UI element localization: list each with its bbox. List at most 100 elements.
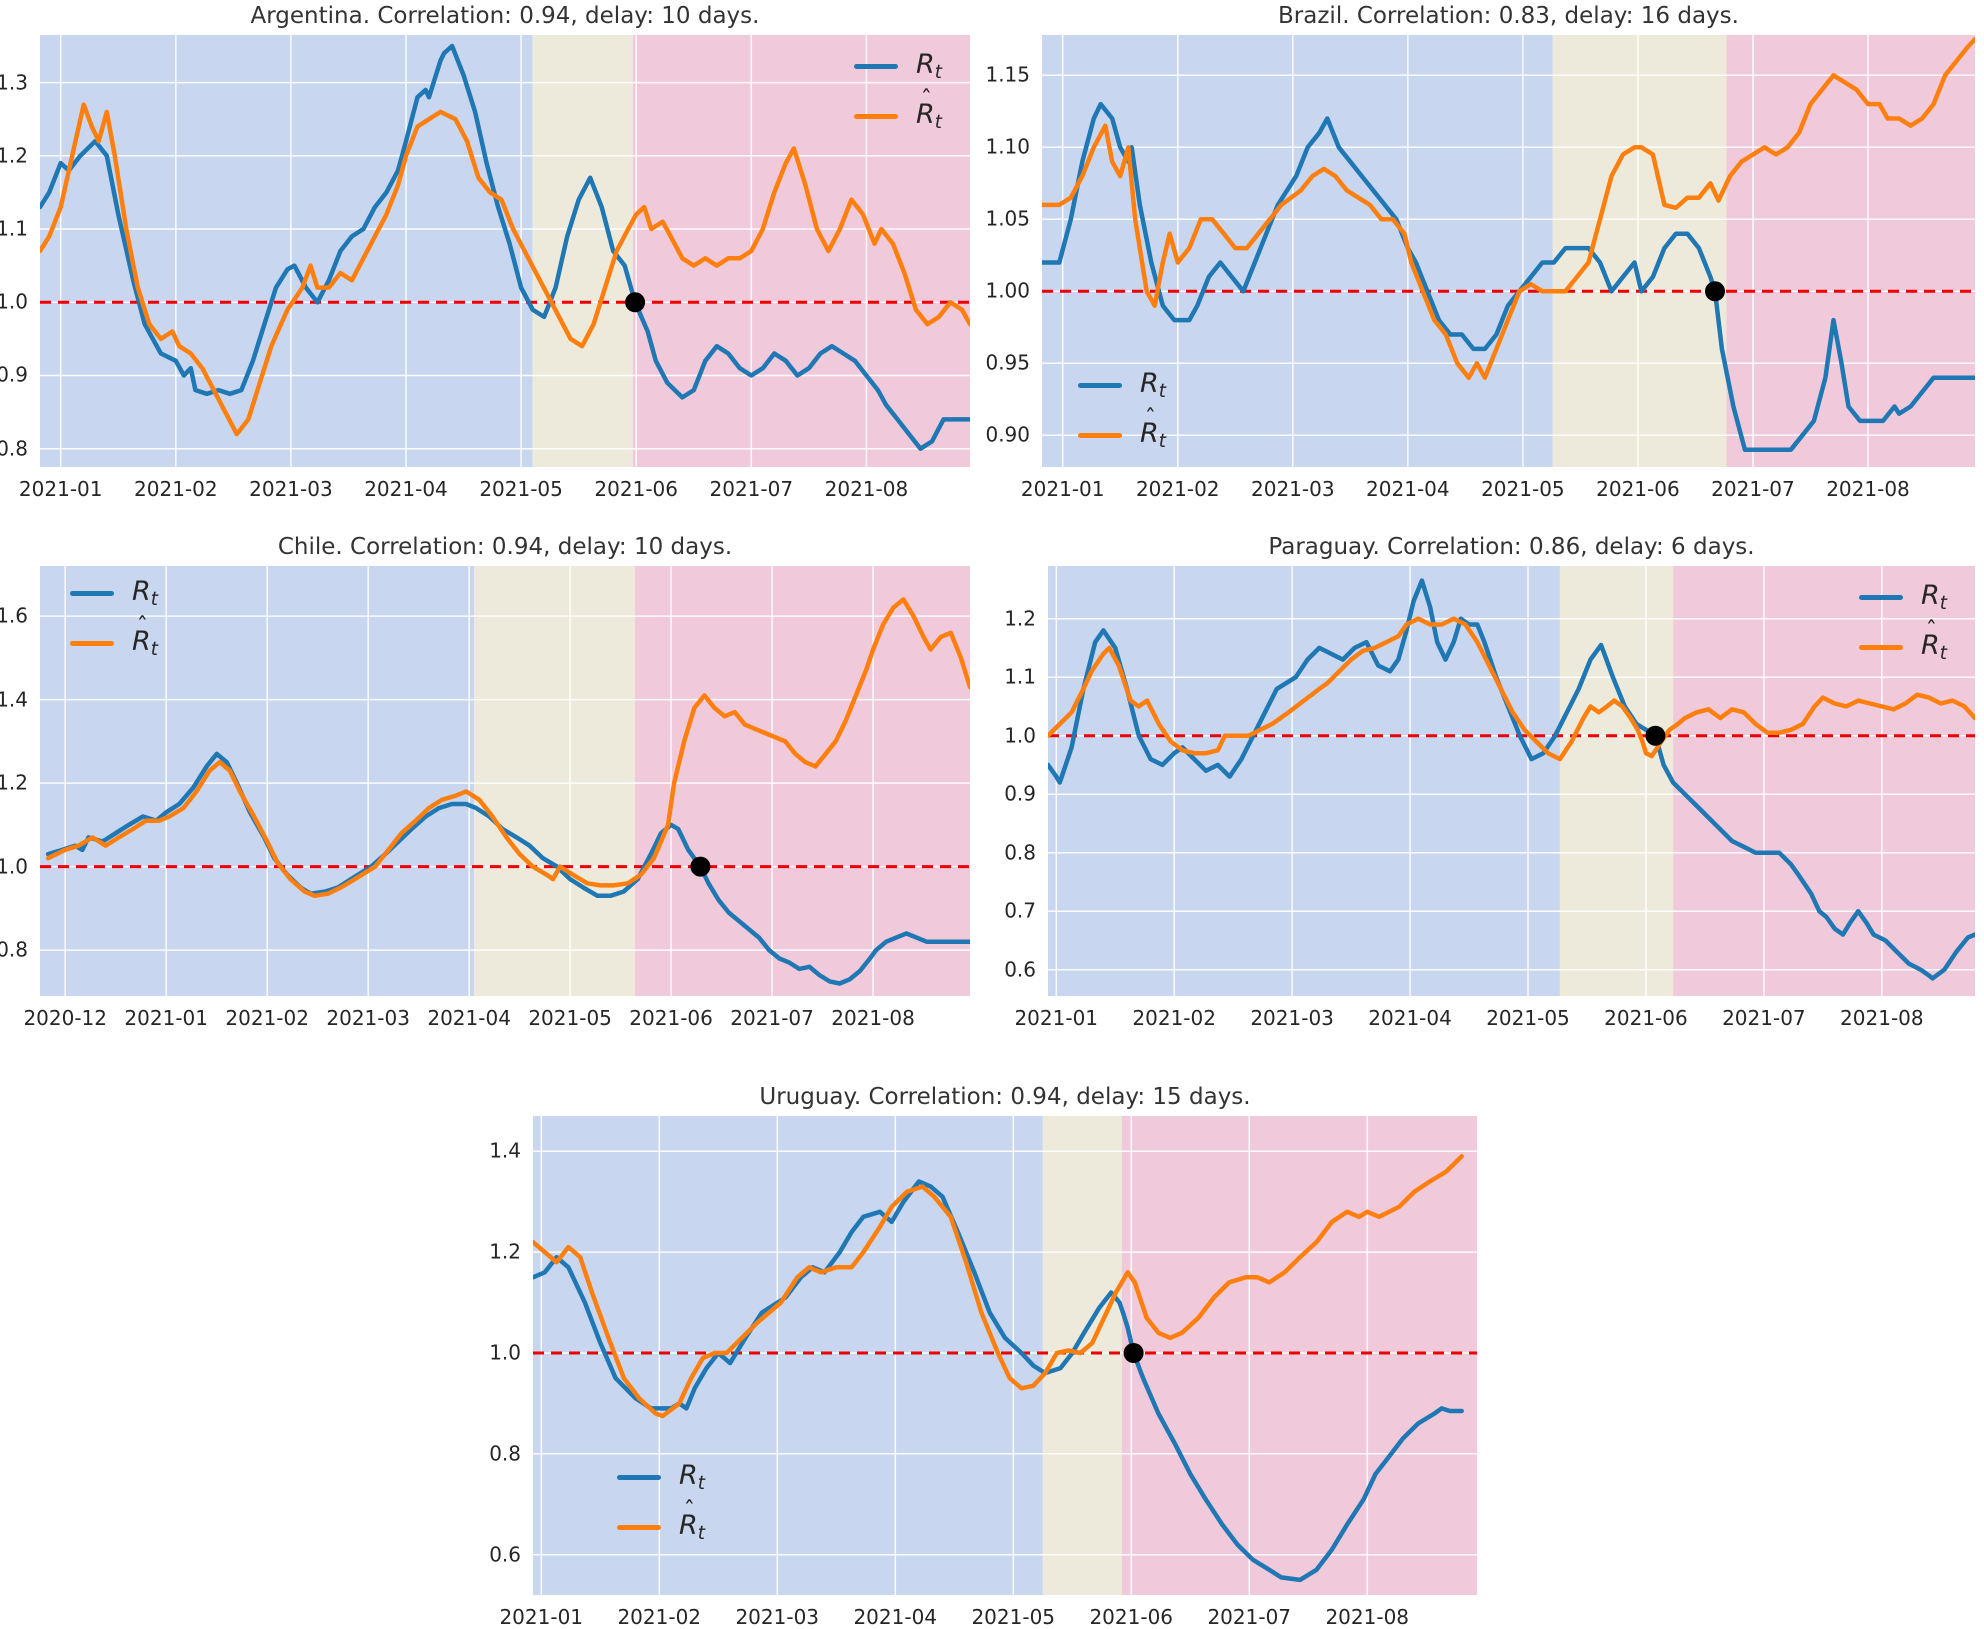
plot-area: [1048, 566, 1975, 996]
chart-chile: Chile. Correlation: 0.94, delay: 10 days…: [0, 534, 970, 1030]
chart-title: Chile. Correlation: 0.94, delay: 10 days…: [277, 534, 733, 560]
legend-line-swatch: [70, 591, 114, 597]
x-tick-label: 2021-02: [1132, 1006, 1216, 1030]
x-tick-label: 2021-04: [853, 1605, 938, 1629]
y-tick-label: 1.0: [489, 1340, 521, 1365]
hat-accent: ˆ: [920, 86, 933, 113]
legend-line-swatch: [854, 113, 899, 119]
x-tick-label: 2021-06: [1604, 1006, 1688, 1030]
y-tick-label: 1.4: [0, 687, 28, 712]
x-tick-label: 2021-04: [1368, 1006, 1452, 1030]
threshold-crossing-dot: [1645, 725, 1666, 746]
legend-label: Rt: [1140, 368, 1166, 403]
x-tick-label: 2021-01: [499, 1605, 584, 1629]
phase-band-beige: [1552, 35, 1727, 467]
chart-argentina: Argentina. Correlation: 0.94, delay: 10 …: [0, 3, 970, 501]
chart-uruguay: Uruguay. Correlation: 0.94, delay: 15 da…: [489, 1084, 1477, 1629]
phase-band-pink: [634, 566, 970, 996]
y-tick-label: 0.6: [1004, 957, 1036, 982]
y-tick-label: 1.2: [489, 1239, 521, 1264]
chart-title: Argentina. Correlation: 0.94, delay: 10 …: [250, 3, 760, 29]
y-tick-label: 1.10: [985, 134, 1030, 159]
legend-line-swatch: [1078, 432, 1122, 438]
x-tick-label: 2021-05: [1486, 1006, 1570, 1030]
legend-line-swatch: [854, 64, 899, 70]
x-tick-label: 2021-03: [326, 1006, 410, 1030]
x-tick-label: 2021-04: [1366, 477, 1450, 501]
phase-band-beige: [474, 566, 635, 996]
phase-band-pink: [1121, 1116, 1477, 1595]
legend-label: Rt: [916, 49, 942, 84]
hat-accent: ˆ: [1925, 617, 1938, 644]
legend-entry: Rt: [617, 1462, 705, 1494]
x-tick-label: 2020-12: [23, 1006, 108, 1030]
y-tick-label: 0.7: [1004, 898, 1036, 923]
chart-title: Paraguay. Correlation: 0.86, delay: 6 da…: [1268, 534, 1755, 560]
phase-band-blue: [533, 1116, 1043, 1595]
legend-entry: Rt: [1859, 582, 1947, 614]
x-tick-label: 2021-01: [18, 477, 103, 501]
threshold-crossing-dot: [625, 292, 646, 313]
legend-label: Rt: [679, 1460, 705, 1495]
y-tick-label: 0.8: [489, 1441, 521, 1466]
x-tick-label: 2021-02: [1135, 477, 1220, 501]
hat-accent: ˆ: [136, 613, 149, 640]
chart-title: Uruguay. Correlation: 0.94, delay: 15 da…: [759, 1084, 1251, 1110]
x-tick-label: 2021-02: [225, 1006, 309, 1030]
y-tick-label: 1.0: [0, 289, 28, 314]
x-tick-label: 2021-05: [1481, 477, 1565, 501]
plot-area: [1042, 35, 1975, 467]
x-tick-label: 2021-07: [730, 1006, 814, 1030]
y-tick-label: 0.8: [1004, 840, 1036, 865]
threshold-crossing-dot: [1705, 281, 1725, 302]
legend-entry: Rt: [70, 578, 158, 610]
legend-line-swatch: [1078, 383, 1122, 389]
phase-band-blue: [40, 35, 533, 467]
x-tick-label: 2021-02: [134, 477, 218, 501]
x-tick-label: 2021-08: [831, 1006, 915, 1030]
legend: Rt R ˆ t: [70, 578, 158, 659]
plot-area: [40, 566, 970, 996]
plot-area: [40, 35, 970, 467]
x-tick-label: 2021-06: [594, 477, 678, 501]
series-line-rt: [533, 1179, 1464, 1583]
legend-line-swatch: [1859, 644, 1904, 650]
y-tick-label: 1.2: [1004, 606, 1036, 631]
chart-title: Brazil. Correlation: 0.83, delay: 16 day…: [1278, 3, 1739, 29]
legend-line-swatch: [70, 640, 114, 646]
y-tick-label: 0.9: [0, 362, 28, 387]
x-tick-label: 2021-05: [971, 1605, 1056, 1629]
legend-line-swatch: [617, 1475, 661, 1481]
hat-accent: ˆ: [1144, 405, 1157, 432]
legend: Rt R ˆ t: [617, 1462, 705, 1543]
x-tick-label: 2021-07: [1711, 477, 1795, 501]
x-tick-label: 2021-01: [1014, 1006, 1099, 1030]
x-tick-label: 2021-03: [735, 1605, 820, 1629]
y-tick-label: 1.3: [0, 70, 28, 95]
x-tick-label: 2021-03: [1250, 1006, 1334, 1030]
series-line-rt-hat: [40, 102, 970, 437]
x-tick-label: 2021-08: [824, 477, 909, 501]
series-line-rt: [1042, 101, 1975, 452]
y-tick-label: 1.00: [985, 278, 1030, 303]
y-tick-label: 1.2: [0, 770, 28, 795]
legend-entry: Rt: [1078, 370, 1166, 402]
series-line-rt: [40, 43, 970, 451]
y-tick-label: 0.90: [985, 422, 1030, 447]
phase-band-blue: [1048, 566, 1560, 996]
x-tick-label: 2021-04: [364, 477, 448, 501]
x-tick-label: 2021-03: [249, 477, 333, 501]
y-tick-label: 1.1: [1004, 664, 1036, 689]
y-tick-label: 1.4: [489, 1138, 521, 1163]
series-line-rt-hat: [1042, 37, 1975, 380]
x-tick-label: 2021-05: [479, 477, 563, 501]
legend: Rt R ˆ t: [1859, 582, 1947, 663]
x-tick-label: 2021-08: [1840, 1006, 1924, 1030]
